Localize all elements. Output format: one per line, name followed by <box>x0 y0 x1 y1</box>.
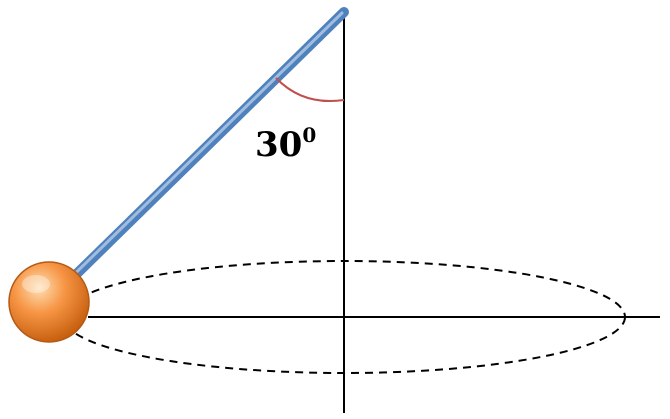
angle-value: 30 <box>255 125 302 165</box>
bob-highlight <box>22 275 50 293</box>
angle-unit-superscript: 0 <box>302 123 316 147</box>
angle-arc <box>275 77 345 102</box>
pendulum-bob <box>8 261 90 343</box>
angle-label: 300 <box>255 123 316 165</box>
rod-highlight <box>49 11 344 299</box>
